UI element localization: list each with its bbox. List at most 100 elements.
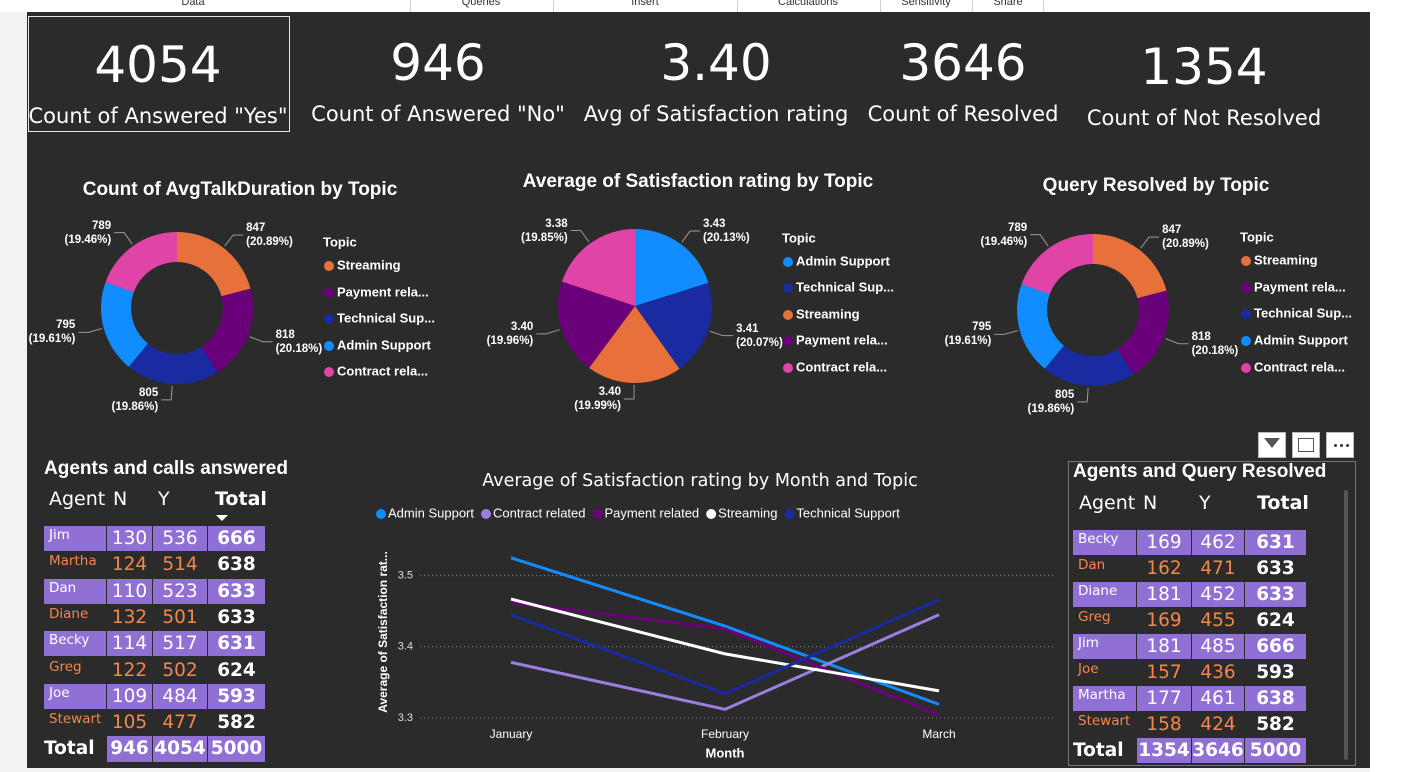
ribbon-tab[interactable]: Queries (461, 0, 501, 8)
kpi-value: 946 (390, 34, 486, 92)
row-label[interactable]: Stewart (49, 711, 102, 728)
leader-line (1030, 234, 1049, 247)
row-label[interactable]: Greg (1078, 609, 1111, 625)
total-label: Total (1073, 740, 1124, 761)
legend-label[interactable]: Streaming (337, 257, 401, 272)
x-tick-label: March (922, 727, 955, 741)
legend-label[interactable]: Payment rela... (337, 284, 429, 299)
legend-marker (324, 367, 334, 377)
series-line[interactable] (510, 556, 940, 706)
row-label[interactable]: Jim (44, 526, 106, 552)
legend-label[interactable]: Admin Support (337, 337, 432, 352)
ribbon-separator (737, 0, 738, 12)
column-header[interactable]: Total (215, 488, 267, 510)
kpi-value: 1354 (1140, 38, 1268, 96)
pie-slice[interactable] (561, 229, 635, 306)
donut-slice[interactable] (128, 343, 218, 385)
table-cell: 624 (1256, 610, 1295, 631)
column-header[interactable]: N (1143, 492, 1158, 514)
pie-slice[interactable] (558, 281, 635, 368)
legend-label[interactable]: Contract rela... (1254, 359, 1345, 374)
row-label[interactable]: Greg (49, 658, 82, 675)
table-cell: 633 (1245, 582, 1306, 607)
table-cell: 132 (111, 606, 148, 628)
table-cell: 455 (1200, 610, 1236, 631)
ribbon-tab[interactable]: Share (993, 0, 1023, 8)
legend-marker (592, 509, 603, 519)
leader-line (1077, 387, 1089, 403)
more-dot (1346, 444, 1349, 447)
legend-label[interactable]: Admin Support (388, 505, 474, 520)
table-cell: 536 (153, 526, 207, 552)
total-cell: 946 (107, 736, 152, 762)
kpi-label: Count of Answered "No" (311, 102, 565, 126)
row-label[interactable]: Becky (44, 631, 106, 657)
column-header[interactable]: Agent (49, 488, 106, 510)
x-tick-label: February (701, 727, 749, 741)
legend-label[interactable]: Payment related (605, 505, 700, 520)
legend-title: Topic (323, 234, 357, 249)
row-label[interactable]: Stewart (1078, 713, 1131, 729)
legend-label[interactable]: Contract rela... (337, 363, 428, 378)
table-cell: 177 (1137, 686, 1191, 711)
row-label[interactable]: Martha (49, 553, 97, 570)
ribbon-tab[interactable]: Data (181, 0, 205, 8)
donut-slice[interactable] (100, 282, 148, 367)
legend-label[interactable]: Technical Sup... (1254, 305, 1352, 320)
legend-label[interactable]: Streaming (796, 306, 860, 321)
legend-label[interactable]: Contract related (493, 505, 586, 520)
legend-label[interactable]: Admin Support (796, 253, 891, 268)
column-header[interactable]: Total (1257, 492, 1309, 514)
column-header[interactable]: Y (158, 488, 170, 510)
column-header[interactable]: Y (1199, 492, 1211, 514)
donut-slice[interactable] (1117, 290, 1169, 375)
table-cell: 124 (111, 554, 148, 576)
filter-icon (1264, 438, 1280, 448)
series-line[interactable] (510, 597, 940, 693)
series-line[interactable] (510, 613, 940, 711)
row-label[interactable]: Diane (49, 605, 89, 622)
row-label[interactable]: Joe (1078, 661, 1099, 677)
table-title: Agents and Query Resolved (1073, 461, 1327, 482)
pie-slice[interactable] (589, 306, 680, 383)
pie-slice[interactable] (635, 282, 712, 369)
series-line[interactable] (510, 598, 940, 696)
column-header[interactable]: N (113, 488, 128, 510)
legend-label[interactable]: Admin Support (1254, 332, 1349, 347)
pie-slice[interactable] (635, 229, 709, 306)
table-cell: 110 (107, 578, 152, 604)
row-label[interactable]: Dan (44, 578, 106, 604)
legend-label[interactable]: Streaming (718, 505, 777, 520)
ribbon-tab[interactable]: Sensitivity (901, 0, 951, 8)
column-header[interactable]: Agent (1079, 492, 1136, 514)
legend-label[interactable]: Technical Support (796, 505, 900, 520)
series-line[interactable] (510, 601, 940, 717)
kpi-value: 4054 (94, 36, 222, 94)
row-label[interactable]: Diane (1073, 582, 1136, 607)
legend-label[interactable]: Technical Sup... (337, 310, 435, 325)
legend-label[interactable]: Payment rela... (1254, 279, 1346, 294)
ribbon-tab[interactable]: Insert (631, 0, 659, 8)
focus-mode-button[interactable] (1292, 432, 1320, 458)
row-label[interactable]: Dan (1078, 557, 1106, 573)
donut-slice[interactable] (201, 288, 253, 373)
table-cell: 485 (1192, 634, 1244, 659)
row-label[interactable]: Martha (1073, 686, 1136, 711)
row-label[interactable]: Joe (44, 683, 106, 710)
ribbon-tab[interactable]: Calculations (778, 0, 838, 8)
x-tick-label: January (490, 727, 533, 741)
kpi-label: Count of Answered "Yes" (28, 104, 288, 128)
donut-slice[interactable] (105, 231, 177, 293)
legend-label[interactable]: Contract rela... (796, 359, 887, 374)
legend-label[interactable]: Payment rela... (796, 332, 888, 347)
legend-label[interactable]: Streaming (1254, 252, 1318, 267)
donut-slice[interactable] (1093, 234, 1167, 299)
table-cell: 181 (1137, 634, 1191, 659)
legend-label[interactable]: Technical Sup... (796, 279, 894, 294)
row-label[interactable]: Becky (1073, 530, 1136, 555)
donut-slice[interactable] (1021, 234, 1093, 295)
donut-slice[interactable] (1044, 345, 1134, 386)
donut-slice[interactable] (1017, 284, 1064, 369)
row-label[interactable]: Jim (1073, 634, 1136, 659)
donut-slice[interactable] (177, 232, 251, 297)
